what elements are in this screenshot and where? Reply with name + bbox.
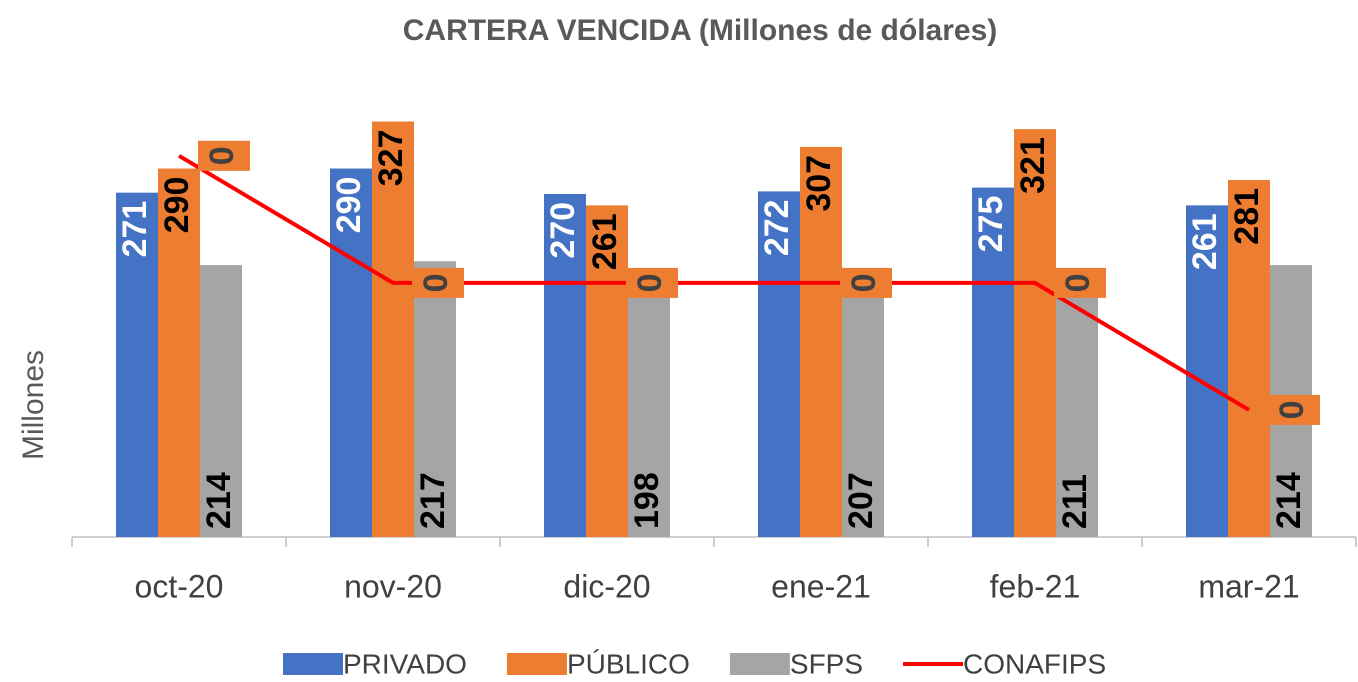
data-label: 261	[1186, 213, 1224, 270]
x-tick-label: feb-21	[990, 568, 1081, 604]
data-label-box	[626, 267, 678, 298]
chart-title: CARTERA VENCIDA (Millones de dólares)	[403, 14, 998, 47]
x-tick-label: ene-21	[771, 568, 871, 604]
line	[177, 154, 1251, 412]
data-label: 207	[842, 472, 880, 529]
bar	[842, 273, 884, 537]
data-label: 214	[1270, 472, 1308, 529]
x-tick-label: dic-20	[563, 568, 650, 604]
data-label: 214	[200, 472, 238, 529]
data-label-box	[1054, 267, 1106, 298]
data-label: 0	[203, 146, 241, 165]
bar	[972, 187, 1014, 537]
legend-label: SFPS	[790, 648, 863, 679]
data-label: 272	[758, 199, 796, 256]
data-label: 270	[544, 202, 582, 259]
data-label: 275	[972, 196, 1010, 253]
legend-swatch	[283, 653, 343, 675]
bar	[586, 205, 628, 537]
data-label: 0	[417, 273, 455, 292]
legend-label: CONAFIPS	[963, 648, 1106, 679]
data-label: 281	[1228, 188, 1266, 245]
x-tick-label: mar-21	[1198, 568, 1299, 604]
x-tick-label: oct-20	[135, 568, 224, 604]
data-label-box	[198, 140, 250, 171]
bar	[1186, 205, 1228, 537]
legend-label: PRIVADO	[343, 648, 467, 679]
data-label: 0	[845, 273, 883, 292]
data-label: 321	[1014, 137, 1052, 194]
bar	[1056, 268, 1098, 537]
bar	[1228, 179, 1270, 537]
legend-swatch	[506, 653, 567, 675]
data-label: 0	[1273, 400, 1311, 419]
y-axis-label: Millones	[17, 350, 50, 460]
data-label: 261	[586, 213, 624, 270]
data-label-box	[840, 267, 892, 298]
data-label: 290	[330, 177, 368, 234]
bar	[116, 192, 158, 537]
bar	[628, 285, 670, 537]
legend-label: PÚBLICO	[567, 648, 690, 679]
bar	[544, 193, 586, 538]
data-label: 0	[1059, 273, 1097, 292]
data-label: 307	[800, 155, 838, 212]
bar	[758, 191, 800, 537]
x-tick-label: nov-20	[344, 568, 442, 604]
data-label: 0	[631, 273, 669, 292]
bar	[800, 146, 842, 537]
data-label: 271	[116, 201, 154, 258]
bar	[372, 121, 414, 538]
bar	[158, 168, 200, 537]
legend-swatch	[729, 653, 790, 675]
bar	[330, 168, 372, 537]
data-label: 198	[628, 472, 666, 529]
data-label-box	[1268, 394, 1320, 425]
bar	[200, 265, 242, 537]
data-label: 217	[414, 472, 452, 529]
data-label-box	[412, 267, 464, 298]
data-label: 290	[158, 177, 196, 234]
data-label: 327	[372, 130, 410, 187]
data-label: 211	[1056, 474, 1094, 529]
bar	[1014, 129, 1056, 537]
bar	[414, 261, 456, 537]
